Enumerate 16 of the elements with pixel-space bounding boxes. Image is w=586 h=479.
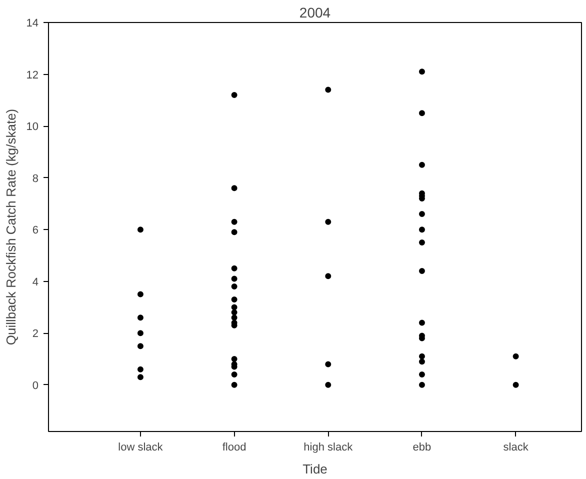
y-tick-label: 8: [32, 172, 39, 185]
y-tick-label: 6: [32, 224, 39, 237]
y-tick-label: 14: [26, 18, 39, 30]
y-tick-label: 4: [32, 276, 39, 288]
y-tick-label: 12: [26, 69, 39, 82]
x-tick-label: flood: [222, 442, 246, 454]
x-axis-title: Tide: [302, 462, 328, 476]
chart-title: 2004: [299, 4, 331, 20]
y-axis-title: Quillback Rockfish Catch Rate (kg/skate): [3, 108, 18, 346]
y-tick-label: 10: [26, 121, 39, 134]
y-tick-label: 0: [32, 380, 39, 392]
y-tick-label: 2: [32, 328, 39, 340]
x-tick-label: low slack: [118, 442, 164, 454]
x-tick-label: high slack: [304, 442, 354, 454]
x-tick-label: slack: [503, 442, 529, 454]
x-tick-label: ebb: [412, 442, 432, 454]
